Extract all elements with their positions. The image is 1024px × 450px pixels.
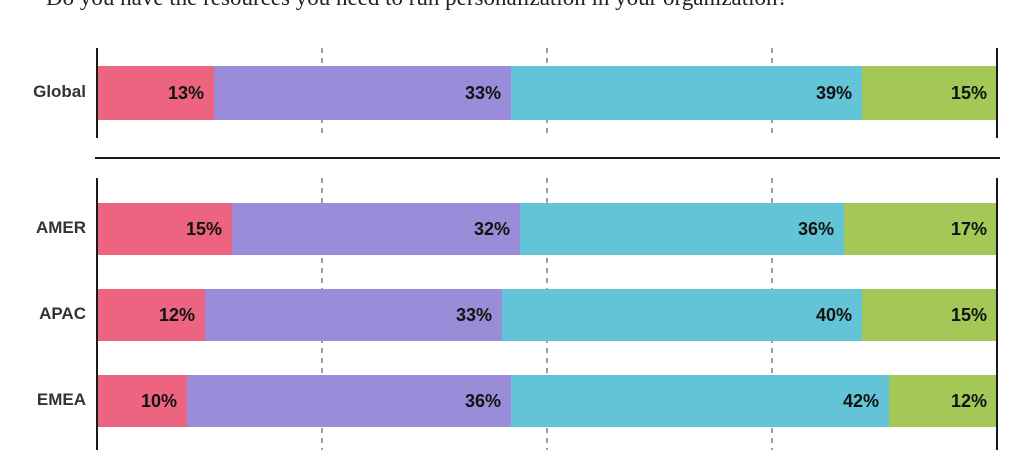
bar-segment-pink: 13% [97, 66, 214, 120]
bar-segment-green: 12% [889, 375, 997, 427]
value-label: 15% [950, 82, 987, 103]
value-label: 10% [140, 390, 177, 411]
row-label-emea: EMEA [36, 390, 86, 409]
bar-row-emea: 10% 36% 42% 12% [97, 375, 997, 427]
value-label: 39% [815, 82, 852, 103]
value-label: 12% [158, 304, 195, 325]
bar-row-global: 13% 33% 39% 15% [97, 66, 997, 120]
value-label: 15% [185, 218, 222, 239]
global-chart-group: 13% 33% 39% 15% Global [0, 48, 1024, 138]
bar-segment-teal: 42% [511, 375, 889, 427]
value-label: 36% [464, 390, 501, 411]
value-label: 42% [842, 390, 879, 411]
axis-line-right [996, 178, 998, 450]
bar-segment-purple: 33% [214, 66, 511, 120]
bar-segment-green: 15% [862, 66, 997, 120]
regional-chart-group: 15% 32% 36% 17% 12% 33% 40% 15% 10% 36% 42% 12% AMER… [0, 178, 1024, 450]
plot-area: 13% 33% 39% 15% [96, 48, 998, 138]
bar-segment-purple: 33% [205, 289, 502, 341]
value-label: 33% [455, 304, 492, 325]
axis-line-right [996, 48, 998, 138]
bar-segment-purple: 32% [232, 203, 520, 255]
bar-segment-pink: 10% [97, 375, 187, 427]
bar-segment-pink: 12% [97, 289, 205, 341]
bar-segment-teal: 36% [520, 203, 844, 255]
row-label-apac: APAC [39, 304, 86, 323]
row-label-global: Global [33, 82, 86, 101]
value-label: 13% [167, 82, 204, 103]
plot-area: 15% 32% 36% 17% 12% 33% 40% 15% 10% 36% 42% 12% [96, 178, 998, 450]
bar-row-apac: 12% 33% 40% 15% [97, 289, 997, 341]
group-separator [95, 157, 1000, 159]
value-label: 17% [950, 218, 987, 239]
value-label: 12% [950, 390, 987, 411]
bar-segment-teal: 39% [511, 66, 862, 120]
value-label: 15% [950, 304, 987, 325]
value-label: 33% [464, 82, 501, 103]
value-label: 40% [815, 304, 852, 325]
chart-title: Do you have the resources you need to ru… [46, 0, 788, 11]
bar-segment-green: 17% [844, 203, 997, 255]
value-label: 32% [473, 218, 510, 239]
value-label: 36% [797, 218, 834, 239]
bar-segment-green: 15% [862, 289, 997, 341]
axis-line-left [96, 48, 98, 138]
bar-segment-purple: 36% [187, 375, 511, 427]
bar-row-amer: 15% 32% 36% 17% [97, 203, 997, 255]
bar-segment-teal: 40% [502, 289, 862, 341]
bar-segment-pink: 15% [97, 203, 232, 255]
row-label-amer: AMER [35, 218, 86, 237]
axis-line-left [96, 178, 98, 450]
